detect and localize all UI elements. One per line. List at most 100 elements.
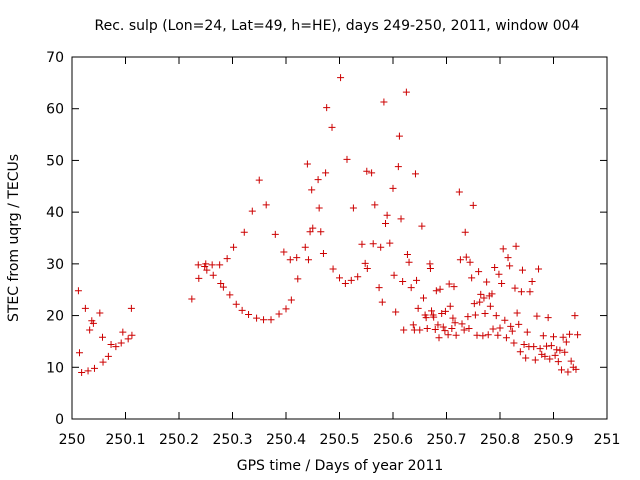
data-point [458,320,466,328]
data-point [484,331,492,339]
data-point [336,274,343,282]
data-point [489,325,497,333]
data-point [127,304,135,312]
data-point [558,366,566,374]
data-point [480,294,488,302]
data-point [255,176,263,184]
data-point [455,188,463,196]
data-point [479,332,487,340]
data-point [461,228,469,236]
data-point [432,287,440,295]
y-axis: 0 10 20 30 40 50 60 70 [46,50,607,428]
data-point [423,325,431,332]
data-point [445,280,453,288]
data-point [466,258,474,266]
data-point [209,271,217,279]
data-point [516,348,524,356]
data-point [223,255,231,263]
data-point [574,331,582,339]
x-tick-label: 250.4 [266,432,306,448]
data-point [262,201,270,209]
data-point [358,240,366,248]
data-point [554,358,562,366]
y-tick-label: 50 [46,153,64,169]
data-point [539,332,547,340]
data-point [506,262,514,270]
x-tick-label: 250.5 [319,432,359,448]
data-point [78,368,86,376]
data-point [383,211,391,219]
data-point [535,265,543,273]
data-point [434,321,442,329]
data-point [531,356,539,364]
data-point [567,357,575,365]
data-point [571,312,579,320]
data-point [89,319,97,327]
data-point [128,331,136,339]
data-point [399,277,407,285]
data-point [248,207,256,215]
data-point [518,266,526,274]
data-point [294,275,302,283]
x-axis-label: GPS time / Days of year 2011 [237,458,444,474]
data-point [371,201,379,209]
data-point [375,284,383,292]
data-point [426,265,434,273]
data-point [556,346,564,354]
data-point [280,248,288,256]
data-point [477,290,485,298]
data-point [84,367,92,375]
y-tick-label: 70 [46,50,64,66]
data-point [395,132,403,140]
data-point [491,263,499,271]
data-point [343,155,351,163]
data-point [448,325,456,332]
data-point [306,228,314,236]
data-point [418,222,426,230]
data-point [377,243,385,251]
data-point [520,341,528,349]
data-point [230,243,238,251]
data-point [226,291,234,299]
data-point [536,345,544,353]
data-point [464,313,472,321]
data-point [293,254,301,262]
data-point [323,104,331,112]
data-point [337,74,345,82]
data-point [476,298,484,306]
data-point [561,348,569,356]
data-point [90,364,98,372]
data-point [564,368,572,376]
data-point [74,287,82,295]
data-point [117,339,125,347]
data-point [468,274,476,282]
data-point [494,331,502,339]
data-point [499,245,507,253]
x-tick-label: 250.2 [159,432,199,448]
data-points [74,74,582,376]
data-point [315,204,323,212]
data-point [386,239,394,247]
data-point [419,294,427,302]
data-point [267,316,275,324]
data-point [553,346,561,354]
y-tick-label: 40 [46,205,64,221]
data-point [282,305,290,313]
data-point [530,343,538,351]
data-point [195,274,203,282]
data-point [562,338,570,346]
data-point [382,220,390,228]
y-tick-label: 0 [55,412,64,428]
x-tick-label: 250.3 [212,432,252,448]
data-point [369,240,377,248]
data-point [517,288,525,296]
data-point [441,327,449,335]
data-point [471,311,479,319]
data-point [287,296,295,304]
data-point [473,331,481,339]
data-point [402,88,410,96]
data-point [397,215,405,223]
data-point [363,265,371,273]
chart-title: Rec. sulp (Lon=24, Lat=49, h=HE), days 2… [95,18,580,34]
